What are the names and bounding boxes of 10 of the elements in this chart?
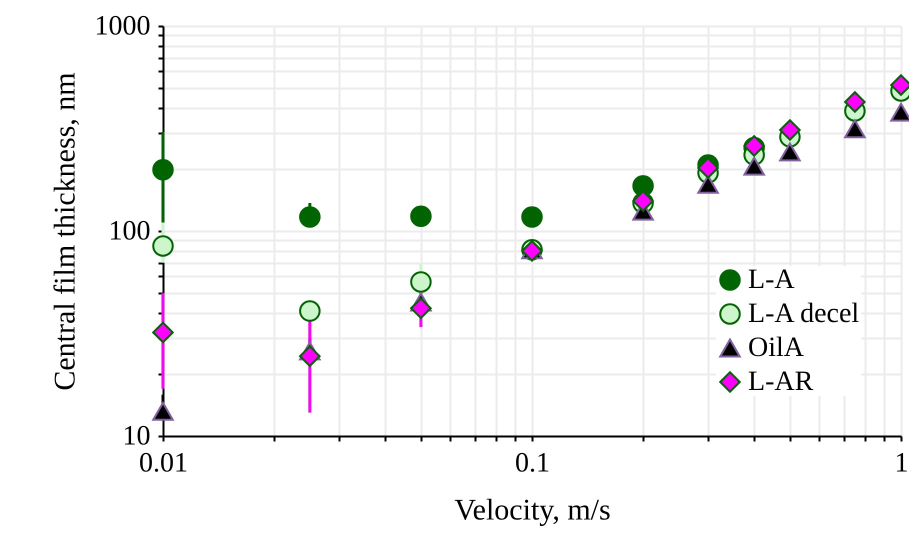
- y-tick-label: 1000: [94, 10, 150, 42]
- y-tick-label: 100: [108, 216, 150, 246]
- x-tick-label: 1: [894, 448, 908, 478]
- legend-label: L-A: [748, 264, 796, 295]
- legend-label: L-A decel: [748, 298, 860, 329]
- y-axis-title: Central film thickness, nm: [48, 72, 82, 391]
- legend-label: L-AR: [748, 366, 814, 397]
- legend-label: OilA: [748, 332, 805, 363]
- x-axis-title: Velocity, m/s: [454, 494, 611, 526]
- x-tick-label: 0.1: [515, 448, 550, 478]
